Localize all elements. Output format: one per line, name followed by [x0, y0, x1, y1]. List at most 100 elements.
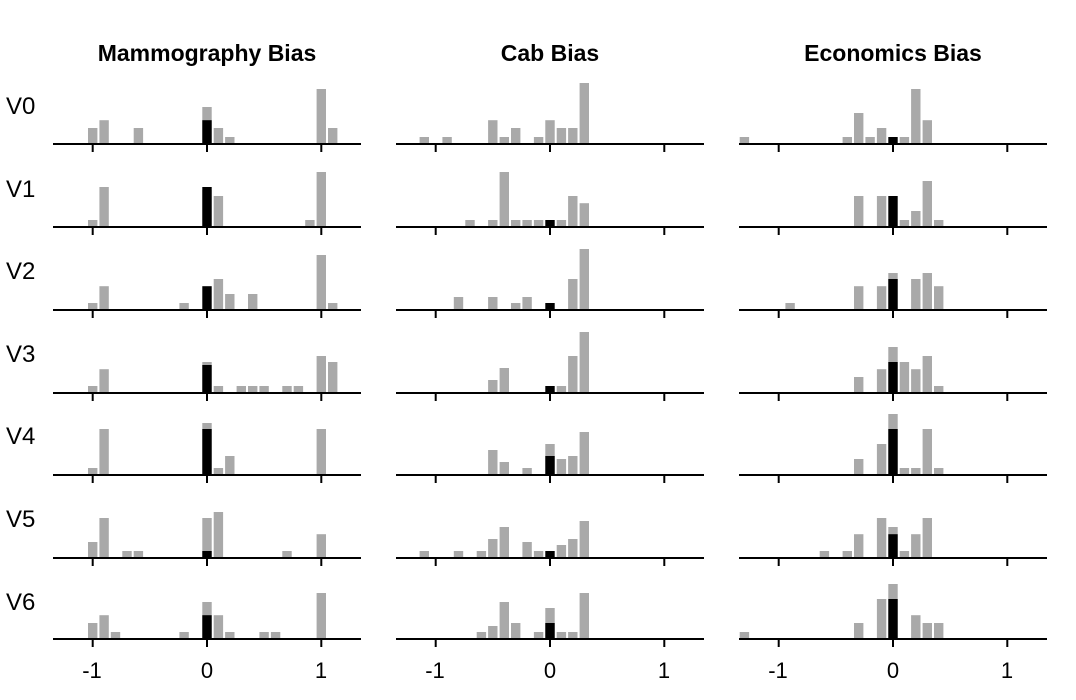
highlight-bar-mammography-v1	[202, 187, 212, 226]
row-label-v4: V4	[6, 423, 35, 450]
histogram-bar-economics-v0	[842, 137, 852, 143]
histogram-bar-mammography-v6	[99, 615, 109, 638]
histogram-bar-mammography-v1	[99, 187, 109, 226]
histogram-bar-cab-v0	[556, 128, 567, 143]
histogram-bar-economics-v2	[934, 286, 944, 309]
histogram-bar-mammography-v2	[248, 294, 258, 309]
histogram-bar-cab-v2	[568, 279, 578, 309]
histogram-bar-cab-v2	[522, 297, 532, 309]
histogram-bar-mammography-v3	[99, 369, 109, 392]
histogram-bar-economics-v4	[922, 429, 932, 474]
histogram-bar-cab-v0	[499, 137, 509, 143]
histogram-bar-mammography-v5	[316, 534, 326, 557]
x-tick-label-col1-neg1: -1	[425, 658, 445, 683]
histogram-bar-mammography-v3	[282, 386, 292, 392]
x-tick-label-col1-1: 1	[658, 658, 670, 683]
highlight-bar-cab-v4	[545, 456, 555, 474]
histogram-bar-cab-v6	[511, 623, 521, 638]
row-label-v0: V0	[6, 93, 35, 120]
histogram-bar-mammography-v2	[225, 294, 235, 309]
histogram-bar-mammography-v2	[99, 286, 109, 309]
histogram-bar-cab-v5	[533, 551, 544, 557]
histogram-bar-economics-v5	[819, 551, 830, 557]
histogram-bar-economics-v0	[739, 137, 750, 143]
highlight-bar-economics-v0	[888, 137, 898, 143]
panel-title-mammography-bias: Mammography Bias	[98, 40, 317, 66]
histogram-bar-mammography-v5	[133, 551, 144, 557]
histogram-bar-economics-v0	[865, 137, 875, 143]
histogram-bar-economics-v2	[785, 303, 795, 309]
highlight-bar-economics-v6	[888, 599, 898, 638]
histogram-bar-economics-v6	[876, 599, 887, 638]
histogram-bar-cab-v0	[511, 128, 521, 143]
histogram-bar-economics-v4	[934, 468, 944, 474]
histogram-bar-economics-v2	[911, 279, 921, 309]
histogram-bar-mammography-v4	[99, 429, 109, 474]
histogram-bar-mammography-v3	[259, 386, 269, 392]
highlight-bar-cab-v5	[545, 551, 555, 557]
histogram-bar-cab-v1	[465, 220, 475, 226]
histogram-bar-mammography-v5	[88, 542, 98, 557]
histogram-bar-cab-v0	[488, 120, 498, 143]
histogram-bar-mammography-v3	[248, 386, 258, 392]
histogram-bar-cab-v4	[579, 432, 589, 474]
histogram-bar-mammography-v0	[99, 120, 109, 143]
histogram-bar-economics-v5	[899, 551, 910, 557]
histogram-bar-cab-v1	[568, 196, 578, 226]
histogram-bar-cab-v5	[419, 551, 429, 557]
row-label-v3: V3	[6, 341, 35, 368]
histogram-bar-cab-v1	[533, 220, 544, 226]
histogram-bar-economics-v1	[934, 220, 944, 226]
histogram-bar-mammography-v6	[316, 593, 326, 638]
histogram-bar-economics-v1	[876, 196, 887, 226]
highlight-bar-mammography-v5	[202, 551, 212, 557]
histogram-bar-cab-v1	[522, 220, 532, 226]
histogram-bar-economics-v5	[854, 534, 864, 557]
histogram-bar-mammography-v4	[316, 429, 326, 474]
histogram-bar-cab-v4	[568, 456, 578, 474]
histogram-bar-cab-v2	[488, 297, 498, 309]
histogram-bar-economics-v4	[899, 468, 910, 474]
histogram-bar-cab-v6	[568, 632, 578, 638]
histogram-bar-cab-v0	[442, 137, 452, 143]
histogram-bar-cab-v0	[419, 137, 429, 143]
histogram-bar-mammography-v5	[282, 551, 292, 557]
histogram-bar-cab-v6	[476, 632, 487, 638]
histogram-bar-mammography-v6	[259, 632, 269, 638]
histogram-bar-cab-v6	[579, 593, 589, 638]
highlight-bar-cab-v6	[545, 623, 555, 638]
histogram-bar-mammography-v4	[225, 456, 235, 474]
histogram-bar-economics-v5	[911, 534, 921, 557]
histogram-bar-cab-v0	[579, 83, 589, 143]
panel-title-economics-bias: Economics Bias	[804, 40, 982, 66]
histogram-bar-cab-v5	[556, 545, 567, 557]
row-label-v6: V6	[6, 589, 35, 616]
histogram-bar-economics-v0	[911, 89, 921, 143]
histogram-bar-cab-v4	[488, 450, 498, 474]
histogram-bar-economics-v4	[854, 459, 864, 474]
histogram-bar-cab-v1	[499, 172, 509, 226]
histogram-bar-cab-v6	[533, 632, 544, 638]
histogram-bar-cab-v0	[545, 120, 555, 143]
histogram-bar-cab-v5	[579, 521, 589, 557]
histogram-bar-cab-v0	[568, 128, 578, 143]
histogram-bar-cab-v6	[488, 626, 498, 638]
histogram-bar-economics-v6	[922, 623, 932, 638]
highlight-bar-mammography-v4	[202, 429, 212, 474]
histogram-bar-economics-v2	[876, 286, 887, 309]
histogram-bar-mammography-v3	[328, 362, 338, 392]
histogram-bar-mammography-v3	[293, 386, 304, 392]
plot-area	[53, 83, 1047, 647]
histogram-bar-mammography-v3	[88, 386, 98, 392]
histogram-bar-mammography-v0	[225, 137, 235, 143]
histogram-bar-economics-v3	[876, 369, 887, 392]
highlight-bar-mammography-v6	[202, 615, 212, 638]
histogram-bar-economics-v1	[911, 211, 921, 226]
histogram-bar-mammography-v1	[88, 220, 98, 226]
histogram-bar-cab-v3	[579, 332, 589, 392]
x-tick-label-col2-0: 0	[887, 658, 899, 683]
histogram-bar-cab-v3	[556, 386, 567, 392]
histogram-bar-mammography-v6	[110, 632, 121, 638]
histogram-bar-mammography-v4	[88, 468, 98, 474]
histogram-bar-economics-v1	[899, 220, 910, 226]
